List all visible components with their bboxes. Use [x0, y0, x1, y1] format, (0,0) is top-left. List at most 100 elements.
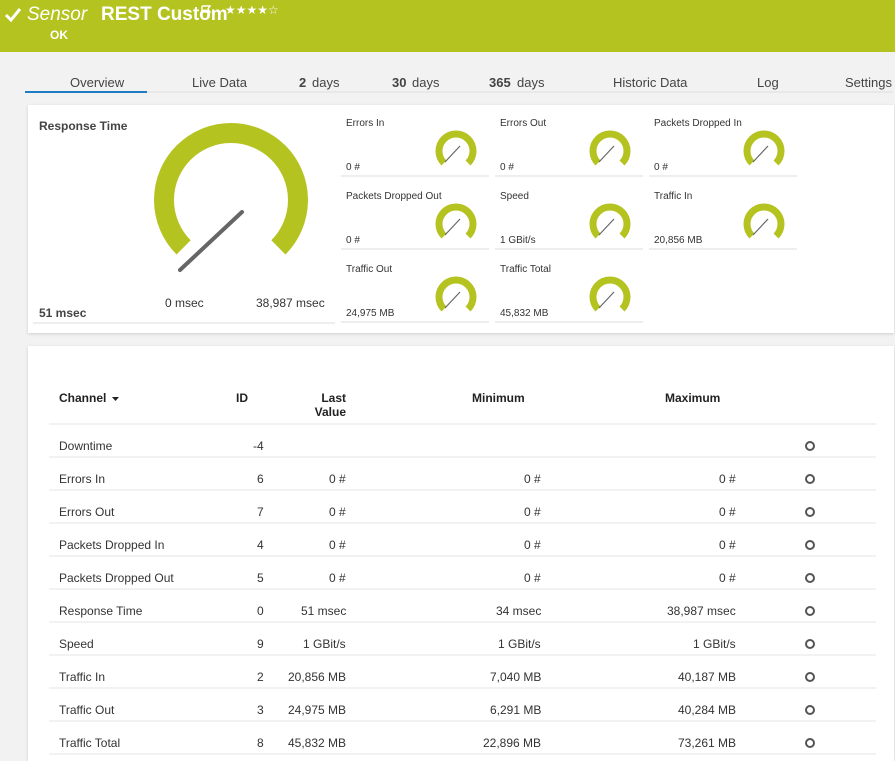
- tab-unit[interactable]: days: [517, 75, 544, 90]
- cell: 0 #: [524, 571, 541, 585]
- column-header[interactable]: Minimum: [472, 391, 525, 405]
- gauge-title: Errors Out: [500, 118, 546, 129]
- tab[interactable]: Overview: [70, 75, 124, 90]
- cell: 38,987 msec: [667, 604, 736, 618]
- cell: 40,187 MB: [678, 670, 736, 684]
- cell: -4: [253, 439, 264, 453]
- cell: 0 #: [524, 538, 541, 552]
- tab[interactable]: Live Data: [192, 75, 247, 90]
- mini-gauge-arc: [747, 134, 781, 163]
- column-header[interactable]: Maximum: [665, 391, 720, 405]
- cell: 0 #: [329, 571, 346, 585]
- cell: 9: [257, 637, 264, 651]
- gauge-title: Errors In: [346, 118, 384, 129]
- cell: 4: [257, 538, 264, 552]
- mini-gauge-needle: [445, 219, 460, 235]
- tab-count[interactable]: 30: [392, 75, 406, 90]
- sensor-title: REST Custom: [101, 4, 228, 26]
- check-icon: [6, 9, 20, 20]
- rating-stars[interactable]: ★★★★☆: [225, 3, 279, 17]
- gauge-title: Response Time: [39, 119, 127, 133]
- channel-name: Packets Dropped Out: [59, 571, 174, 585]
- tab-count[interactable]: 365: [489, 75, 511, 90]
- cell: 1 GBit/s: [693, 637, 736, 651]
- mini-gauge-arc: [439, 207, 473, 236]
- gauge-value: 0 #: [654, 162, 668, 173]
- column-header[interactable]: ID: [236, 391, 248, 405]
- gauge-value: 20,856 MB: [654, 235, 702, 246]
- settings-icon: [806, 607, 814, 615]
- settings-icon: [806, 442, 814, 450]
- cell: 0 #: [719, 505, 736, 519]
- cell: 22,896 MB: [483, 736, 541, 750]
- tab[interactable]: Historic Data: [613, 75, 687, 90]
- mini-gauge-arc: [593, 134, 627, 163]
- gauge-value: 45,832 MB: [500, 308, 548, 319]
- cell: 0 #: [719, 472, 736, 486]
- cell: 0 #: [524, 472, 541, 486]
- cell: 51 msec: [301, 604, 346, 618]
- gauge-title: Traffic In: [654, 191, 692, 202]
- column-header[interactable]: Channel: [59, 391, 106, 405]
- mini-gauge-needle: [599, 146, 614, 162]
- tab[interactable]: Settings: [845, 75, 892, 90]
- settings-icon: [806, 640, 814, 648]
- gauge-title: Packets Dropped In: [654, 118, 742, 129]
- tab-unit[interactable]: days: [312, 75, 339, 90]
- cell: 0 #: [329, 505, 346, 519]
- column-header[interactable]: Last Value: [296, 391, 346, 419]
- cell: 34 msec: [496, 604, 541, 618]
- mini-gauge-needle: [445, 146, 460, 162]
- settings-icon: [806, 574, 814, 582]
- cell: 0 #: [329, 538, 346, 552]
- tab-unit[interactable]: days: [412, 75, 439, 90]
- gauge-title: Packets Dropped Out: [346, 191, 442, 202]
- gauge-value: 0 #: [346, 162, 360, 173]
- sort-caret: [112, 397, 119, 401]
- tab[interactable]: Log: [757, 75, 779, 90]
- mini-gauge-arc: [439, 134, 473, 163]
- cell: 40,284 MB: [678, 703, 736, 717]
- channel-name: Traffic Total: [59, 736, 120, 750]
- cell: 2: [257, 670, 264, 684]
- mini-gauge-arc: [593, 280, 627, 309]
- cell: 1 GBit/s: [303, 637, 346, 651]
- cell: 73,261 MB: [678, 736, 736, 750]
- channel-name: Errors Out: [59, 505, 114, 519]
- cell: 7: [257, 505, 264, 519]
- cell: 24,975 MB: [288, 703, 346, 717]
- mini-gauge-arc: [593, 207, 627, 236]
- settings-icon: [806, 706, 814, 714]
- mini-gauge-needle: [753, 146, 768, 162]
- mini-gauge-needle: [599, 292, 614, 308]
- sensor-label: Sensor: [27, 4, 87, 26]
- gauge-value: 24,975 MB: [346, 308, 394, 319]
- gauge-value: 0 #: [346, 235, 360, 246]
- channel-name: Traffic Out: [59, 703, 114, 717]
- sensor-status: OK: [50, 28, 68, 42]
- cell: 0 #: [719, 538, 736, 552]
- cell: 6: [257, 472, 264, 486]
- mini-gauge-needle: [753, 219, 768, 235]
- cell: 0 #: [719, 571, 736, 585]
- settings-icon: [806, 508, 814, 516]
- tab-count[interactable]: 2: [299, 75, 306, 90]
- gauge-min: 0 msec: [165, 296, 204, 310]
- cell: 7,040 MB: [490, 670, 541, 684]
- cell: 3: [257, 703, 264, 717]
- cell: 45,832 MB: [288, 736, 346, 750]
- mini-gauge-needle: [599, 219, 614, 235]
- cell: 0 #: [329, 472, 346, 486]
- gauge-max: 38,987 msec: [256, 296, 325, 310]
- settings-icon: [806, 739, 814, 747]
- channel-name: Traffic In: [59, 670, 105, 684]
- mini-gauge-arc: [439, 280, 473, 309]
- cell: 8: [257, 736, 264, 750]
- gauge-value: 1 GBit/s: [500, 235, 536, 246]
- channel-name: Response Time: [59, 604, 142, 618]
- cell: 0 #: [524, 505, 541, 519]
- channel-name: Errors In: [59, 472, 105, 486]
- gauge-arc: [164, 133, 298, 247]
